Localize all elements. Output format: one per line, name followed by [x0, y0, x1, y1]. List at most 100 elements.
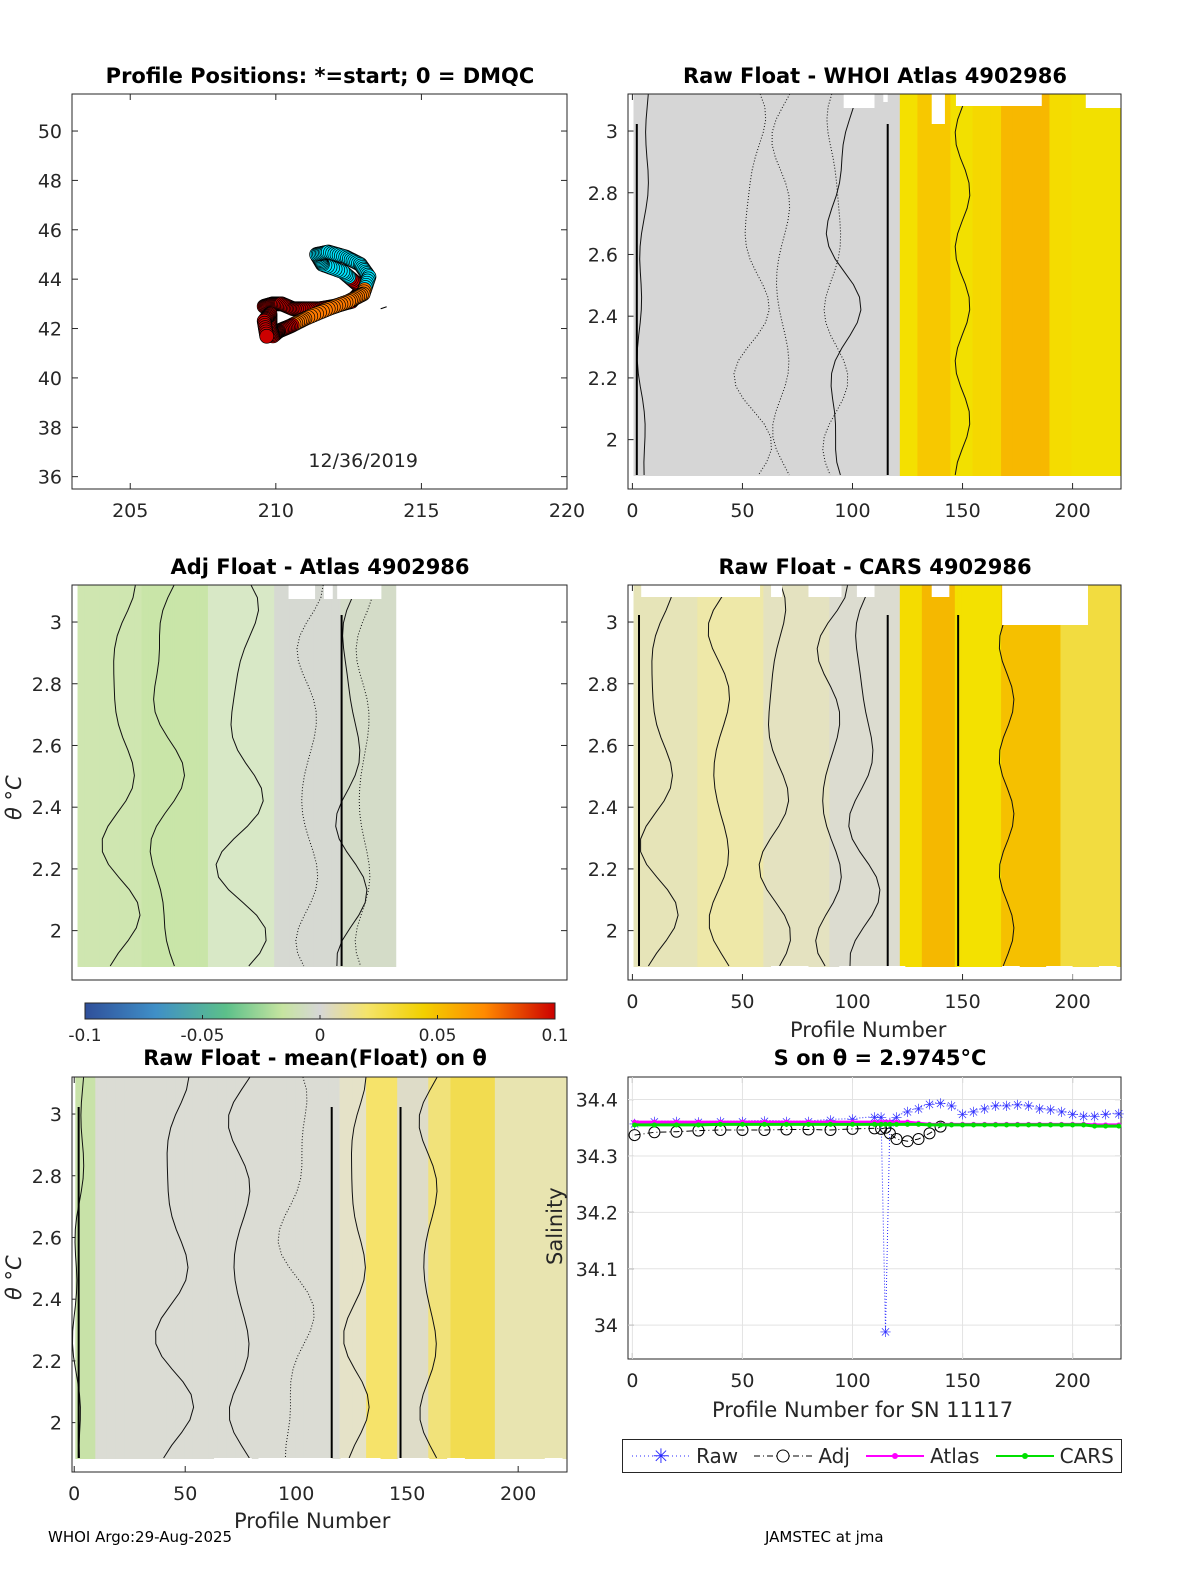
raw_whoi-column	[1080, 94, 1083, 476]
colorbar-tick-label: 0	[315, 1026, 326, 1046]
raw_cars-column	[699, 585, 703, 967]
raw_whoi-column	[899, 94, 903, 476]
raw_mean-column	[457, 1077, 460, 1459]
adj_atlas-column	[119, 585, 123, 967]
raw_whoi-column	[675, 94, 679, 476]
raw_whoi-column	[981, 94, 984, 476]
positions-ytick-label: 46	[38, 220, 62, 242]
raw_cars-column	[979, 585, 982, 967]
raw_cars-column	[877, 585, 881, 967]
cars-point	[883, 1121, 889, 1127]
legend-cars-marker	[995, 1453, 1054, 1459]
raw_mean-bgap	[214, 1458, 252, 1472]
raw_cars-bgap	[1046, 966, 1073, 980]
cars-point	[1059, 1122, 1065, 1128]
raw_cars-column	[899, 585, 903, 967]
adj_atlas-column	[362, 585, 366, 967]
raw_cars-column	[891, 585, 894, 967]
cars-point	[878, 1121, 884, 1127]
raw_mean-column	[497, 1077, 500, 1459]
raw_mean-column	[443, 1077, 447, 1459]
raw_whoi-column	[891, 94, 894, 476]
raw_whoi-column	[917, 94, 921, 476]
raw_mean-column	[508, 1077, 511, 1459]
raw_mean-column	[210, 1077, 214, 1459]
raw_cars-column	[873, 585, 877, 967]
raw_mean-column	[323, 1077, 327, 1459]
adj_atlas-column	[342, 585, 346, 967]
adj_atlas-column	[351, 585, 355, 967]
positions-title: Profile Positions: *=start; 0 = DMQC	[105, 64, 535, 88]
raw_whoi-column	[1106, 94, 1110, 476]
adj_atlas-column	[347, 585, 350, 967]
raw_mean-column	[286, 1077, 289, 1459]
raw_whoi-column	[855, 94, 859, 476]
raw_whoi-column	[690, 94, 694, 476]
raw_whoi-column	[822, 94, 826, 476]
raw-point: ✳	[875, 1110, 887, 1126]
raw_mean-column	[208, 1077, 212, 1459]
raw_whoi-column	[913, 94, 916, 476]
raw_cars-gap	[856, 585, 875, 597]
raw_whoi-column	[1036, 94, 1039, 476]
raw_cars-column	[805, 585, 808, 967]
raw_mean-column	[481, 1077, 485, 1459]
raw_whoi-column	[633, 94, 637, 476]
raw_mean-column	[272, 1077, 276, 1459]
raw_cars-column	[719, 585, 723, 967]
adj_atlas-column	[327, 585, 330, 967]
cars-point	[1037, 1122, 1043, 1128]
raw_cars-gap	[931, 585, 950, 597]
raw_cars-column	[1034, 585, 1037, 967]
raw_whoi-column	[761, 94, 764, 476]
raw_cars-column	[996, 585, 1000, 967]
adj_atlas-column	[176, 585, 180, 967]
adj_atlas-column	[380, 585, 383, 967]
adj_atlas-column	[331, 585, 335, 967]
raw_whoi-column	[1038, 94, 1042, 476]
raw_mean-column	[124, 1077, 127, 1459]
raw_cars-contour	[848, 585, 881, 967]
raw_whoi-column	[893, 94, 896, 476]
raw_cars-column	[747, 585, 751, 967]
raw_cars-column	[844, 585, 848, 967]
raw_mean-column	[317, 1077, 320, 1459]
raw_mean-column	[372, 1077, 376, 1459]
adj_atlas-frame-top	[71, 584, 568, 981]
raw_whoi-column	[994, 94, 998, 476]
cars-point	[916, 1121, 922, 1127]
raw_mean-column	[512, 1077, 516, 1459]
raw-point: ✳	[1078, 1109, 1090, 1125]
raw_mean-column	[450, 1077, 454, 1459]
raw_whoi-column	[677, 94, 681, 476]
raw_cars-column	[736, 585, 740, 967]
raw_mean-column	[386, 1077, 389, 1459]
raw_whoi-column	[1007, 94, 1011, 476]
raw_cars-column	[842, 585, 846, 967]
raw_mean-contour	[228, 1077, 251, 1459]
raw_whoi-column	[998, 94, 1002, 476]
raw_whoi-column	[866, 94, 870, 476]
raw_mean-column	[332, 1077, 336, 1459]
raw_whoi-column	[904, 94, 907, 476]
raw_whoi-gap	[931, 94, 945, 124]
adj_atlas-column	[172, 585, 176, 967]
raw_cars-column	[1111, 585, 1114, 967]
cars-point	[971, 1122, 977, 1128]
salinity-ytick-label: 34.4	[576, 1090, 618, 1112]
raw_mean-column	[292, 1077, 296, 1459]
raw_whoi-column	[794, 94, 797, 476]
raw_mean-column	[299, 1077, 303, 1459]
raw_whoi-column	[769, 94, 773, 476]
adj_atlas-column	[243, 585, 246, 967]
raw_cars-column	[862, 585, 866, 967]
raw_cars-column	[791, 585, 795, 967]
raw_cars-column	[1117, 585, 1121, 967]
raw_cars-column	[644, 585, 648, 967]
adj_atlas-column	[86, 585, 90, 967]
raw_cars-column	[635, 585, 639, 967]
adj_atlas-column	[165, 585, 169, 967]
raw_whoi-column	[882, 94, 885, 476]
adj_atlas-column	[373, 585, 377, 967]
raw_cars-column	[1038, 585, 1042, 967]
